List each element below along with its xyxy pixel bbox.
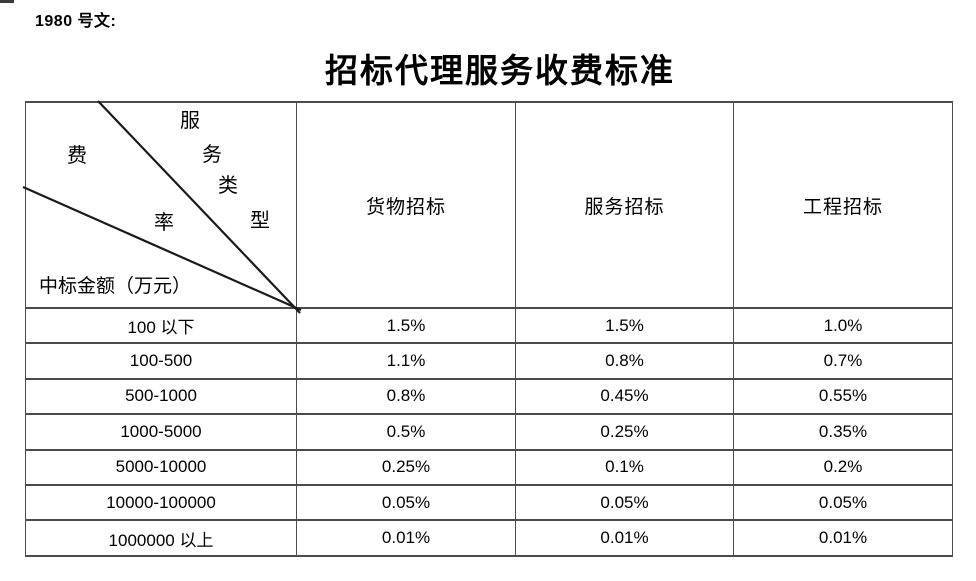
amount-header-label: 中标金额（万元） [39, 276, 192, 297]
rate-cell: 1.5% [515, 306, 734, 345]
amount-cell: 100 以下 [25, 306, 297, 345]
rate-cell: 0.7% [733, 342, 953, 380]
table-row: 1000000 以上 0.01% 0.01% 0.01% [25, 519, 953, 557]
fee-table: 服 务 类 型 费 率 中标金额（万元） 货物招标 服务招标 工程招标 100 … [22, 100, 953, 557]
page-title: 招标代理服务收费标准 [325, 54, 675, 90]
diagonal-lines-graphic [22, 100, 302, 314]
amount-cell: 10000-100000 [25, 483, 297, 522]
service-type-char: 型 [250, 210, 270, 232]
amount-cell: 1000000 以上 [25, 519, 297, 557]
rate-cell: 0.01% [733, 519, 953, 557]
service-type-char: 务 [202, 144, 222, 166]
rate-cell: 0.5% [296, 413, 516, 451]
column-header-goods: 货物招标 [296, 101, 516, 309]
doc-number-label: 1980 号文: [35, 13, 117, 30]
rate-cell: 0.8% [296, 377, 516, 416]
rate-cell: 0.25% [296, 448, 516, 486]
table-row: 1000-5000 0.5% 0.25% 0.35% [25, 413, 953, 451]
rate-cell: 0.8% [515, 342, 734, 380]
scan-artifact [0, 0, 14, 3]
rate-cell: 1.0% [733, 306, 953, 345]
rate-cell: 0.05% [515, 483, 734, 522]
service-type-char: 类 [218, 175, 238, 197]
amount-cell: 100-500 [25, 342, 297, 380]
rate-cell: 0.01% [296, 519, 516, 557]
rate-cell: 0.1% [515, 448, 734, 486]
table-row: 100-500 1.1% 0.8% 0.7% [25, 342, 953, 380]
rate-cell: 0.05% [296, 483, 516, 522]
amount-cell: 5000-10000 [25, 448, 297, 486]
rate-cell: 0.2% [733, 448, 953, 486]
rate-cell: 1.1% [296, 342, 516, 380]
rate-cell: 0.45% [515, 377, 734, 416]
diagonal-line-lower [22, 185, 302, 312]
fee-rate-char: 费 [67, 145, 87, 167]
amount-cell: 1000-5000 [25, 413, 297, 451]
table-row: 100 以下 1.5% 1.5% 1.0% [25, 306, 953, 345]
service-type-char: 服 [180, 110, 200, 132]
rate-cell: 1.5% [296, 306, 516, 345]
rate-cell: 0.01% [515, 519, 734, 557]
amount-cell: 500-1000 [25, 377, 297, 416]
rate-cell: 0.25% [515, 413, 734, 451]
rate-cell: 0.35% [733, 413, 953, 451]
diagonal-line-upper [97, 100, 301, 314]
table-row: 500-1000 0.8% 0.45% 0.55% [25, 377, 953, 416]
column-header-services: 服务招标 [515, 101, 734, 309]
rate-cell: 0.55% [733, 377, 953, 416]
fee-rate-char: 率 [154, 212, 174, 234]
table-row: 10000-100000 0.05% 0.05% 0.05% [25, 483, 953, 522]
table-row: 5000-10000 0.25% 0.1% 0.2% [25, 448, 953, 486]
column-header-works: 工程招标 [733, 101, 953, 309]
rate-cell: 0.05% [733, 483, 953, 522]
diagonal-header-cell: 服 务 类 型 费 率 中标金额（万元） [22, 100, 302, 314]
table-header-row: 服 务 类 型 费 率 中标金额（万元） 货物招标 服务招标 工程招标 [22, 100, 953, 314]
